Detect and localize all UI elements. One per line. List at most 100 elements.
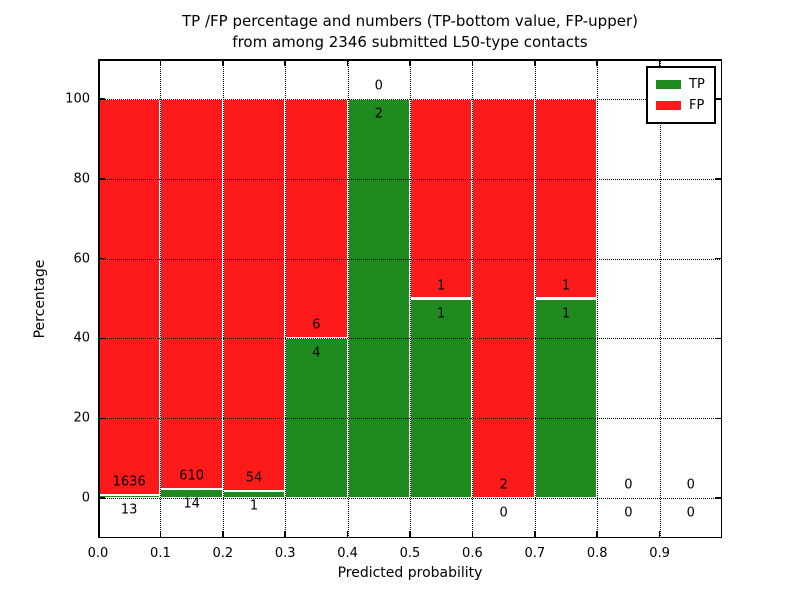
y-tick-right — [715, 98, 722, 100]
grid-line-x-0.8 — [597, 59, 599, 538]
bar-segment-fp-0.5-0.6 — [410, 98, 473, 299]
x-tick-top — [534, 59, 536, 66]
bar-segment-tp-0.7-0.8 — [534, 298, 598, 499]
x-axis-label: Predicted probability — [337, 565, 483, 581]
fp-count-label-0.2-0.3: 54 — [245, 470, 263, 486]
fp-count-label-0.4-0.5: 0 — [374, 78, 383, 94]
grid-line-y-0 — [98, 498, 722, 500]
x-tick-bottom — [596, 531, 598, 538]
grid-line-x-0.5 — [410, 59, 411, 538]
plot-area: 1636 13 610 14 54 1 6 4 0 2 1 1 2 0 1 1 0 0 0 0 — [98, 59, 722, 538]
tp-count-label-0.9-1.0: 0 — [686, 505, 695, 521]
fp-count-label-0.0-0.1: 1636 — [112, 474, 146, 490]
y-axis-label: Percentage — [32, 259, 48, 339]
y-tick-label-60: 60 — [73, 251, 90, 267]
tp-count-label-0.7-0.8: 1 — [561, 306, 571, 321]
y-tick-label-100: 100 — [65, 91, 90, 107]
x-tick-top — [222, 59, 224, 66]
bar-segment-fp-0.2-0.3 — [222, 98, 286, 491]
grid-line-x-0.3 — [285, 59, 287, 538]
y-tick-left — [98, 178, 105, 180]
x-tick-label-0.3: 0.3 — [274, 546, 296, 561]
x-tick-bottom — [222, 531, 224, 538]
x-tick-top — [596, 59, 598, 66]
grid-line-y-20 — [98, 418, 722, 420]
bar-segment-fp-0.3-0.4 — [285, 98, 348, 339]
bar-segment-tp-0.4-0.5 — [347, 98, 410, 499]
bar-segment-fp-0.7-0.8 — [534, 98, 598, 299]
x-tick-label-0.0: 0.0 — [87, 546, 109, 561]
tp-count-label-0.2-0.3: 1 — [249, 498, 259, 514]
legend-label-FP: FP — [689, 98, 705, 113]
x-tick-bottom — [284, 531, 286, 538]
grid-line-y-60 — [98, 258, 722, 260]
left-spine — [98, 59, 100, 538]
grid-line-x-0.9 — [659, 59, 661, 538]
y-tick-label-80: 80 — [73, 171, 90, 187]
grid-line-y-80 — [98, 178, 722, 180]
right-spine — [720, 59, 722, 538]
y-tick-right — [715, 337, 722, 340]
x-tick-top — [471, 59, 474, 66]
y-tick-right — [715, 257, 722, 260]
fp-count-label-0.7-0.8: 1 — [561, 278, 571, 293]
legend-label-TP: TP — [689, 77, 705, 92]
x-tick-bottom — [658, 531, 661, 538]
y-tick-right — [715, 497, 722, 499]
tp-count-label-0.6-0.7: 0 — [499, 505, 508, 521]
chart-title-line1: TP /FP percentage and numbers (TP-bottom… — [182, 12, 638, 30]
x-tick-label-0.6: 0.6 — [462, 546, 483, 561]
grid-line-x-0.1 — [160, 59, 162, 538]
x-tick-bottom — [534, 531, 536, 538]
fp-count-label-0.5-0.6: 1 — [437, 278, 446, 293]
x-tick-top — [658, 59, 661, 66]
grid-line-x-0.7 — [534, 59, 536, 538]
legend-swatch-FP — [656, 101, 681, 110]
x-tick-top — [284, 59, 286, 66]
bar-segment-fp-0.6-0.7 — [472, 98, 535, 499]
y-tick-label-40: 40 — [73, 330, 90, 346]
fp-count-label-0.9-1.0: 0 — [686, 477, 695, 493]
x-tick-label-0.2: 0.2 — [212, 546, 234, 561]
x-tick-label-0.1: 0.1 — [150, 546, 171, 561]
top-spine — [98, 59, 722, 61]
x-tick-label-0.4: 0.4 — [337, 546, 358, 561]
x-tick-top — [409, 59, 411, 66]
x-tick-label-0.7: 0.7 — [524, 546, 546, 561]
y-tick-label-0: 0 — [81, 490, 90, 506]
bottom-spine — [98, 536, 722, 538]
bar-segment-tp-0.3-0.4 — [285, 338, 348, 499]
grid-line-y-40 — [98, 338, 722, 340]
x-tick-label-0.9: 0.9 — [649, 546, 670, 561]
grid-line-x-0.6 — [472, 59, 474, 538]
tp-count-label-0.8-0.9: 0 — [624, 505, 633, 521]
legend-item-TP: TP — [656, 74, 706, 95]
bar-segment-fp-0.1-0.2 — [160, 98, 223, 490]
fp-count-label-0.8-0.9: 0 — [624, 477, 633, 493]
y-tick-left — [98, 337, 105, 340]
chart-title-line2: from among 2346 submitted L50-type conta… — [232, 33, 588, 51]
tp-count-label-0.5-0.6: 1 — [437, 306, 446, 321]
x-tick-bottom — [409, 531, 411, 538]
tp-count-label-0.3-0.4: 4 — [312, 345, 321, 361]
x-tick-label-0.8: 0.8 — [586, 546, 608, 561]
bar-segment-tp-0.5-0.6 — [410, 298, 473, 499]
fp-count-label-0.3-0.4: 6 — [312, 317, 321, 333]
bar-segment-tp-0.2-0.3 — [222, 490, 286, 499]
tp-count-label-0.4-0.5: 2 — [374, 106, 383, 122]
x-tick-bottom — [471, 531, 474, 538]
bar-segment-fp-0.0-0.1 — [98, 98, 161, 495]
y-tick-right — [715, 178, 722, 180]
x-tick-top — [159, 59, 162, 66]
fp-count-label-0.1-0.2: 610 — [179, 468, 205, 484]
legend-item-FP: FP — [656, 95, 706, 116]
y-tick-label-20: 20 — [73, 410, 90, 426]
x-tick-label-0.5: 0.5 — [399, 546, 421, 561]
grid-line-y-100 — [98, 98, 722, 100]
tp-count-label-0.0-0.1: 13 — [120, 502, 138, 518]
y-tick-left — [98, 417, 105, 419]
legend-swatch-TP — [656, 80, 681, 89]
chart-title: TP /FP percentage and numbers (TP-bottom… — [98, 11, 722, 53]
y-tick-right — [715, 417, 722, 419]
